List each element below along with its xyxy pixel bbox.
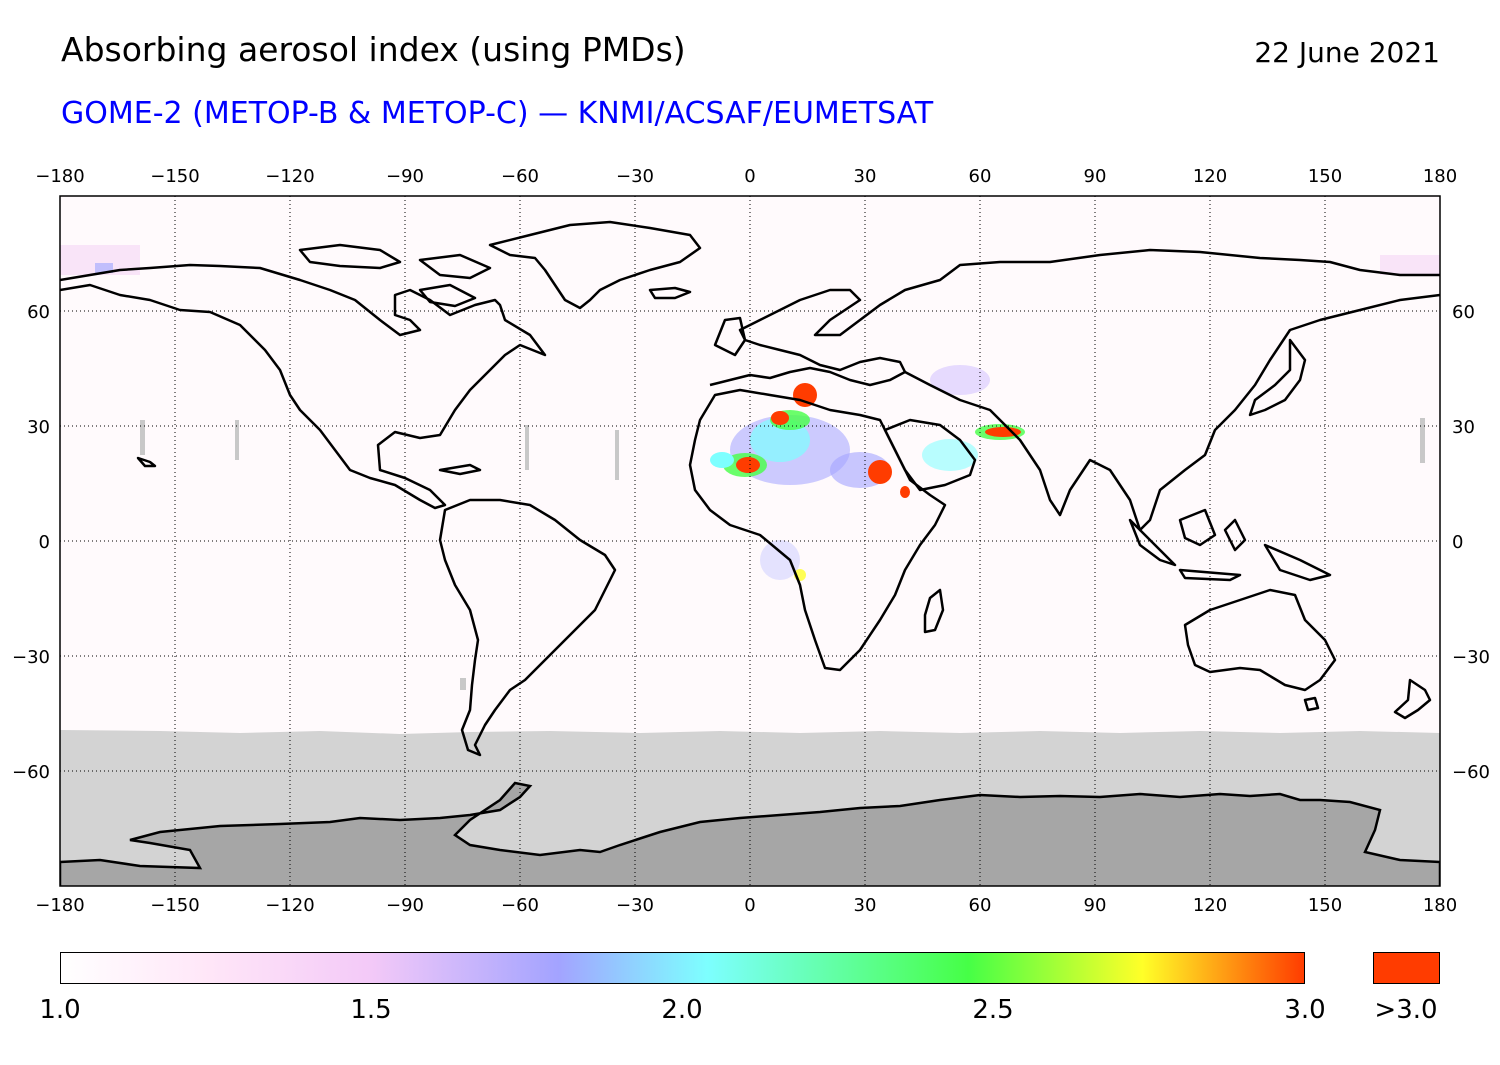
lon-tick-label: −120 — [265, 895, 314, 916]
aerosol-plume-sahara — [710, 365, 1025, 581]
lon-tick-label: 180 — [1423, 895, 1457, 916]
lon-tick-label: −60 — [501, 895, 539, 916]
lon-tick-label: 60 — [969, 166, 992, 187]
map-frame — [59, 195, 1441, 887]
lon-tick-label: 150 — [1308, 166, 1342, 187]
lon-tick-label: −30 — [616, 166, 654, 187]
lon-tick-label: 150 — [1308, 895, 1342, 916]
lon-tick-label: −120 — [265, 166, 314, 187]
colorbar — [60, 952, 1305, 984]
lat-tick-label: −60 — [12, 762, 50, 783]
lon-tick-label: 180 — [1423, 166, 1457, 187]
colorbar-label: 3.0 — [1284, 995, 1326, 1025]
colorbar-overflow-swatch — [1373, 952, 1440, 984]
lon-tick-label: 30 — [854, 895, 877, 916]
no-data-streaks — [140, 418, 1425, 690]
map-title: Absorbing aerosol index (using PMDs) — [61, 30, 686, 69]
lat-ticks-right: 60 30 0 −30 −60 — [1452, 302, 1490, 783]
colorbar-overflow-label: >3.0 — [1374, 995, 1438, 1025]
lon-tick-label: 90 — [1084, 895, 1107, 916]
colorbar-label: 2.5 — [972, 995, 1014, 1025]
lon-tick-label: −60 — [501, 166, 539, 187]
lon-tick-label: −90 — [386, 895, 424, 916]
lon-tick-label: −150 — [150, 895, 199, 916]
lon-tick-label: −90 — [386, 166, 424, 187]
lon-tick-label: 0 — [744, 166, 755, 187]
lon-tick-label: 120 — [1193, 895, 1227, 916]
lon-tick-label: 0 — [744, 895, 755, 916]
lat-tick-label: 30 — [1452, 417, 1475, 438]
lat-tick-label: −60 — [1452, 762, 1490, 783]
lat-ticks-left: 60 30 0 −30 −60 — [12, 302, 50, 783]
lon-tick-label: 30 — [854, 166, 877, 187]
lat-tick-label: 0 — [1452, 532, 1463, 553]
lon-ticks-top: −180 −150 −120 −90 −60 −30 0 30 60 90 12… — [35, 166, 1457, 187]
map-date: 22 June 2021 — [1254, 36, 1440, 69]
lat-tick-label: 0 — [39, 532, 50, 553]
lon-ticks-bottom: −180 −150 −120 −90 −60 −30 0 30 60 90 12… — [35, 895, 1457, 916]
lon-tick-label: −150 — [150, 166, 199, 187]
lon-tick-label: −30 — [616, 895, 654, 916]
lat-tick-label: −30 — [1452, 647, 1490, 668]
coastlines — [60, 220, 1440, 757]
lon-tick-label: 120 — [1193, 166, 1227, 187]
lon-tick-label: −180 — [35, 895, 84, 916]
lat-tick-label: 30 — [27, 417, 50, 438]
lon-tick-label: 90 — [1084, 166, 1107, 187]
lon-tick-label: −180 — [35, 166, 84, 187]
lat-tick-label: −30 — [12, 647, 50, 668]
colorbar-label: 2.0 — [661, 995, 703, 1025]
lon-tick-label: 60 — [969, 895, 992, 916]
lat-tick-label: 60 — [1452, 302, 1475, 323]
map-subtitle: GOME-2 (METOP-B & METOP-C) — KNMI/ACSAF/… — [61, 96, 934, 131]
colorbar-label: 1.0 — [39, 995, 81, 1025]
lat-tick-label: 60 — [27, 302, 50, 323]
colorbar-label: 1.5 — [350, 995, 392, 1025]
map-grid — [60, 196, 1440, 886]
